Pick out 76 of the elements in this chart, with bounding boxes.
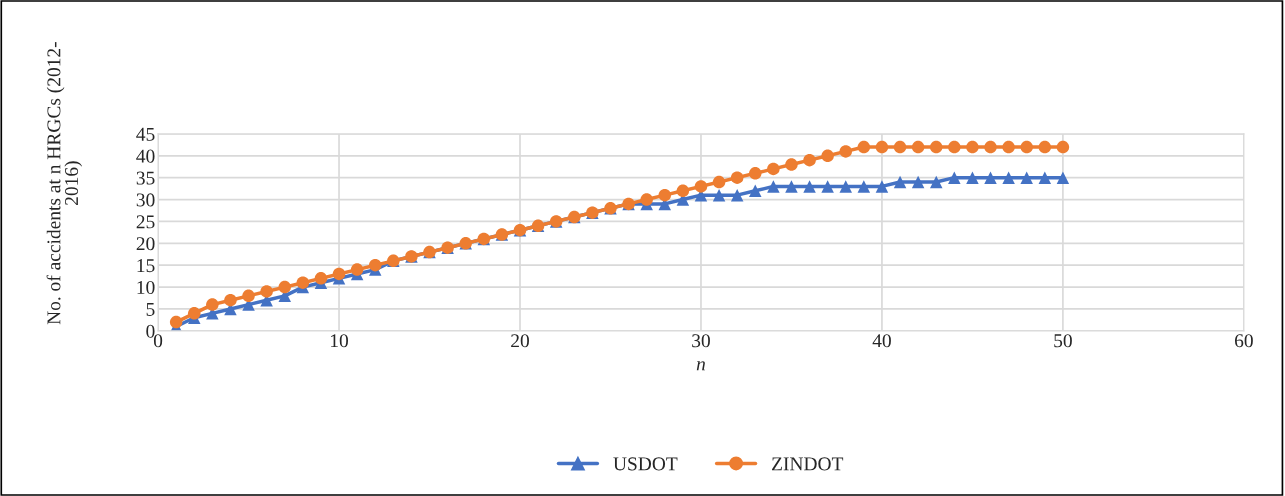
point	[242, 289, 255, 303]
point	[730, 188, 744, 202]
y-axis-title: No. of accidents at n HRGCs (2012-2016)	[46, 42, 83, 325]
point	[767, 180, 780, 193]
point	[712, 175, 726, 189]
legend-label: USDOT	[613, 457, 678, 471]
point	[224, 293, 237, 307]
point	[314, 272, 328, 285]
point	[712, 188, 726, 202]
point	[966, 171, 979, 184]
x-tick-label: 20	[511, 334, 529, 348]
point	[875, 140, 889, 154]
point	[893, 175, 907, 189]
point	[368, 258, 382, 272]
point	[875, 180, 889, 193]
point	[676, 184, 690, 198]
point	[296, 276, 310, 289]
point	[1056, 140, 1070, 154]
point	[694, 180, 708, 193]
point	[803, 153, 816, 167]
point	[206, 298, 219, 311]
point	[749, 167, 762, 180]
point	[730, 171, 744, 184]
point	[948, 140, 961, 154]
point	[278, 280, 291, 294]
point	[911, 175, 925, 189]
x-tick-label: 40	[872, 334, 891, 348]
point	[785, 180, 798, 193]
point	[929, 140, 943, 154]
point	[1038, 171, 1052, 184]
y-tick-label: 45	[136, 127, 155, 141]
point	[1038, 140, 1052, 154]
point	[658, 188, 672, 202]
point	[188, 307, 201, 320]
point	[857, 180, 871, 193]
y-tick-label: 35	[136, 171, 155, 185]
point	[984, 140, 997, 154]
y-tick-label: 20	[136, 237, 155, 251]
point	[966, 140, 979, 154]
y-tick-label: 5	[146, 302, 155, 316]
point	[350, 263, 364, 276]
y-tick-label: 10	[137, 280, 155, 295]
point	[893, 140, 907, 154]
point	[1056, 171, 1070, 184]
point	[1020, 171, 1033, 184]
x-tick-label: 10	[331, 334, 349, 348]
x-axis-title: n	[696, 361, 706, 371]
y-tick-label: 40	[136, 149, 155, 163]
x-tick-label: 50	[1054, 334, 1072, 348]
legend-label: ZINDOT	[772, 457, 844, 471]
x-tick-label: 60	[1234, 334, 1253, 348]
point	[1020, 140, 1033, 154]
point	[984, 171, 997, 184]
point	[169, 315, 183, 329]
point	[260, 285, 273, 298]
y-tick-label: 30	[136, 193, 155, 207]
point	[948, 171, 961, 184]
point	[640, 193, 653, 206]
point	[1002, 171, 1015, 184]
point	[839, 145, 852, 158]
point	[749, 184, 762, 198]
y-tick-label: 0	[146, 324, 155, 338]
point	[767, 162, 780, 176]
point	[332, 267, 346, 281]
point	[803, 180, 816, 193]
point	[821, 149, 834, 163]
point	[821, 180, 834, 193]
point	[1002, 140, 1015, 154]
point	[911, 140, 925, 154]
y-tick-label: 25	[136, 215, 155, 229]
point	[839, 180, 852, 193]
point	[785, 158, 798, 171]
x-tick-label: 30	[692, 334, 710, 348]
y-tick-label: 15	[137, 259, 155, 273]
point	[857, 140, 871, 154]
point	[929, 175, 943, 189]
